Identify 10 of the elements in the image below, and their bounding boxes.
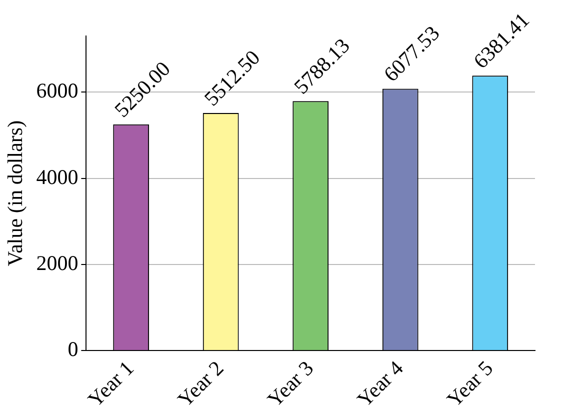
y-tick-label: 6000 <box>36 78 78 103</box>
y-tick-label: 2000 <box>36 250 78 275</box>
x-tick-label: Year 2 <box>172 356 228 412</box>
y-tick-label: 0 <box>68 337 78 362</box>
y-axis-title: Value (in dollars) <box>3 120 28 266</box>
x-tick-label: Year 1 <box>83 356 139 412</box>
x-tick-label: Year 4 <box>352 356 408 412</box>
x-tick-label: Year 3 <box>262 356 318 412</box>
y-tick-label: 4000 <box>36 164 78 189</box>
x-tick-label: Year 5 <box>442 356 498 412</box>
